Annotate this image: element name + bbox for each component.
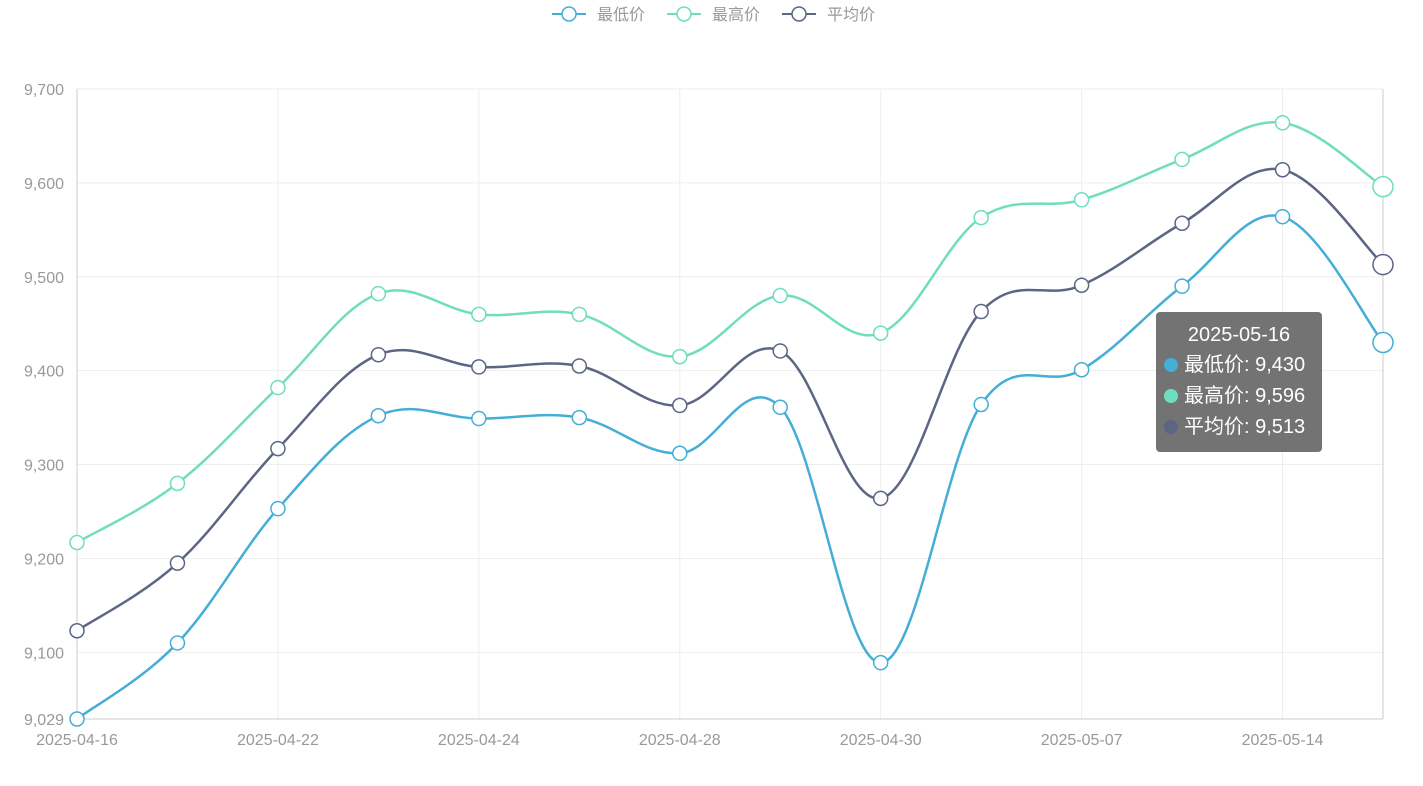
data-point xyxy=(69,622,85,639)
data-point xyxy=(872,654,889,671)
data-point xyxy=(672,445,688,462)
data-point xyxy=(772,287,788,304)
data-point xyxy=(973,209,989,226)
legend-label: 最低价 xyxy=(597,6,645,24)
tooltip: 2025-05-16 最低价: 9,430 最高价: 9,596 平均价: 9,… xyxy=(1156,312,1322,452)
data-point xyxy=(1274,115,1291,131)
data-point xyxy=(1372,175,1394,198)
data-point xyxy=(1274,161,1291,178)
legend: 最低价 最高价 平均价 xyxy=(552,6,875,24)
data-point xyxy=(370,407,387,424)
y-tick-label: 9,700 xyxy=(24,82,64,99)
data-point xyxy=(471,306,487,323)
x-tick-label: 2025-05-14 xyxy=(1242,732,1324,749)
y-axis-tick-labels: 9,029 9,100 9,200 9,300 9,400 9,500 9,600 9,700 xyxy=(24,82,64,729)
x-tick-label: 2025-04-28 xyxy=(639,732,721,749)
data-point xyxy=(370,346,387,363)
data-point xyxy=(872,490,889,507)
data-point xyxy=(672,348,688,365)
data-point xyxy=(571,306,588,323)
y-tick-label: 9,029 xyxy=(24,712,64,729)
data-point xyxy=(69,534,85,551)
legend-marker xyxy=(561,6,577,22)
data-point xyxy=(370,285,387,302)
data-point xyxy=(1274,208,1291,225)
y-tick-label: 9,100 xyxy=(24,645,64,662)
data-point xyxy=(270,379,286,396)
legend-label: 平均价 xyxy=(827,6,875,24)
data-point xyxy=(772,399,788,416)
data-point xyxy=(1372,331,1394,354)
x-tick-label: 2025-04-22 xyxy=(237,732,319,749)
data-point xyxy=(1174,215,1190,232)
y-tick-label: 9,200 xyxy=(24,551,64,568)
data-point xyxy=(872,325,889,341)
legend-item-0: 最低价 xyxy=(552,6,645,24)
legend-marker xyxy=(676,6,692,22)
data-point xyxy=(169,475,186,492)
data-point xyxy=(672,397,688,414)
data-point xyxy=(571,409,588,426)
x-tick-label: 2025-04-30 xyxy=(840,732,922,749)
data-point xyxy=(69,711,85,727)
x-axis-tick-labels: 2025-04-16 2025-04-22 2025-04-24 2025-04-28… xyxy=(36,732,1323,749)
legend-item-1: 最高价 xyxy=(667,6,760,24)
tooltip-marker-low xyxy=(1164,358,1178,372)
tooltip-value-high: 最高价: 9,596 xyxy=(1184,385,1306,407)
y-tick-label: 9,400 xyxy=(24,364,64,381)
tooltip-marker-avg xyxy=(1164,420,1178,434)
data-point xyxy=(471,359,487,375)
tooltip-row-avg: 平均价: 9,513 xyxy=(1164,412,1322,443)
data-point xyxy=(169,635,186,651)
tooltip-row-high: 最高价: 9,596 xyxy=(1164,381,1322,412)
data-point xyxy=(1073,361,1090,378)
y-tick-label: 9,300 xyxy=(24,458,64,475)
data-point xyxy=(270,440,286,457)
data-point xyxy=(471,410,487,427)
tooltip-marker-high xyxy=(1164,389,1178,403)
data-point xyxy=(1372,253,1394,276)
y-tick-label: 9,500 xyxy=(24,270,64,287)
legend-item-2: 平均价 xyxy=(782,6,875,24)
data-point xyxy=(169,555,186,571)
data-point xyxy=(973,303,989,320)
data-point xyxy=(571,358,588,374)
data-point xyxy=(1174,151,1190,168)
series-line-2 xyxy=(76,167,1384,632)
tooltip-value-avg: 平均价: 9,513 xyxy=(1184,416,1306,438)
x-tick-label: 2025-05-07 xyxy=(1041,732,1123,749)
data-point xyxy=(1073,192,1090,208)
legend-marker xyxy=(791,6,807,22)
data-point xyxy=(772,343,788,359)
data-point xyxy=(270,500,286,517)
y-tick-label: 9,600 xyxy=(24,176,64,193)
data-point xyxy=(973,396,989,413)
x-tick-label: 2025-04-16 xyxy=(36,732,118,749)
data-point xyxy=(1073,277,1090,293)
x-tick-label: 2025-04-24 xyxy=(438,732,520,749)
series-line-1 xyxy=(76,120,1384,544)
data-point xyxy=(1174,278,1190,294)
data-points xyxy=(69,115,1394,727)
tooltip-value-low: 最低价: 9,430 xyxy=(1184,354,1306,376)
legend-label: 最高价 xyxy=(712,6,760,24)
tooltip-title: 2025-05-16 xyxy=(1187,324,1291,346)
tooltip-row-low: 最低价: 9,430 xyxy=(1164,350,1322,381)
